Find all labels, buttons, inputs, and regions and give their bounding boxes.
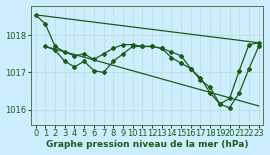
X-axis label: Graphe pression niveau de la mer (hPa): Graphe pression niveau de la mer (hPa) bbox=[46, 140, 248, 149]
